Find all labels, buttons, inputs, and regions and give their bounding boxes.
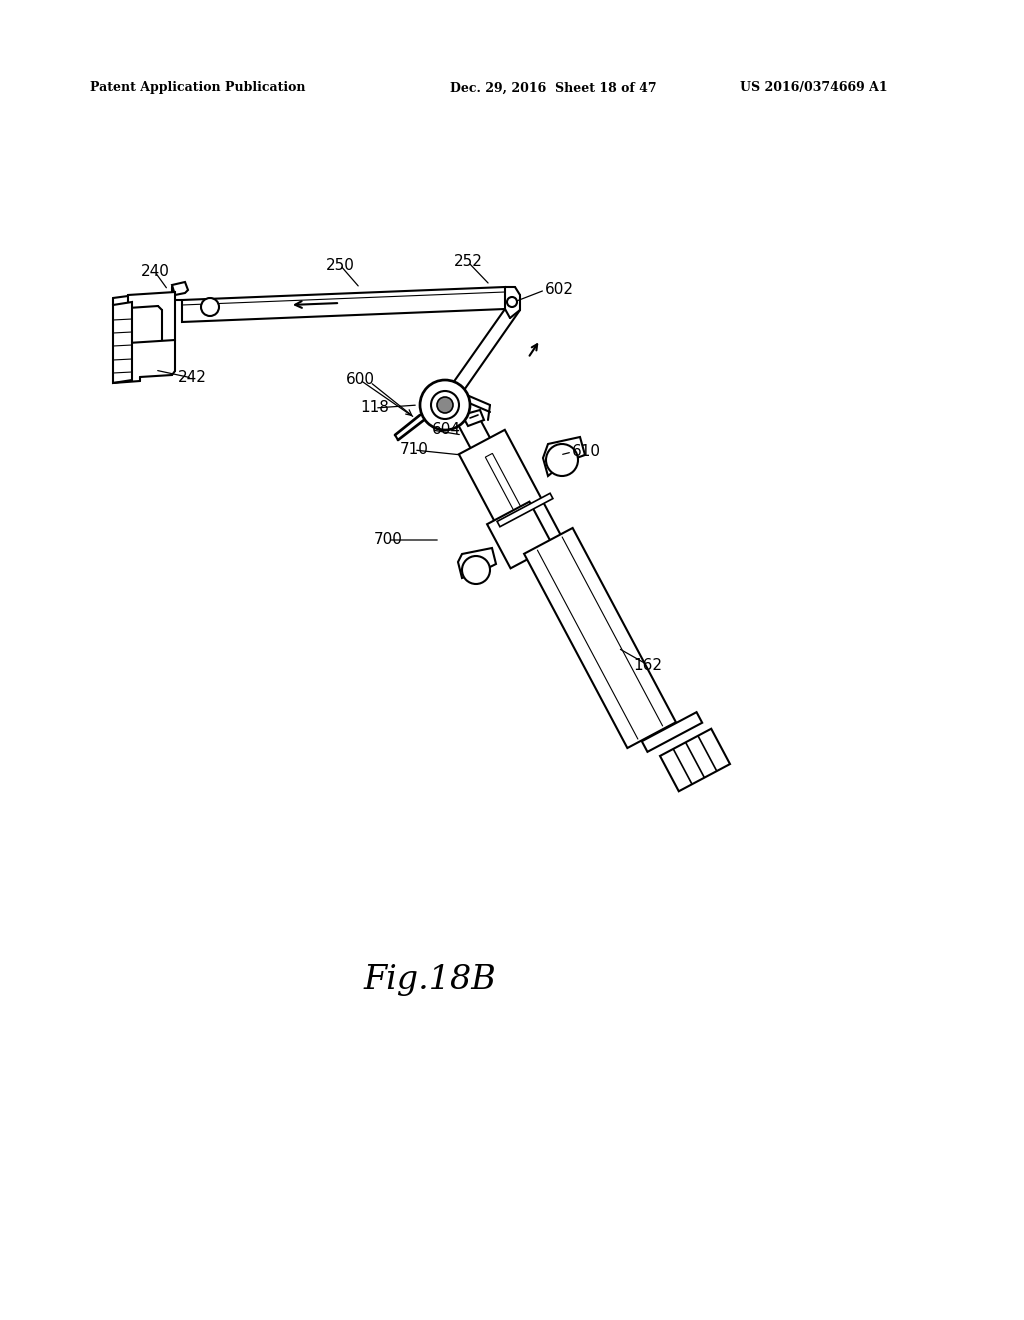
Polygon shape	[182, 286, 505, 322]
Text: 118: 118	[360, 400, 389, 416]
Polygon shape	[462, 411, 484, 426]
Polygon shape	[457, 412, 495, 458]
Polygon shape	[485, 453, 535, 537]
Polygon shape	[642, 713, 702, 752]
Text: Dec. 29, 2016  Sheet 18 of 47: Dec. 29, 2016 Sheet 18 of 47	[450, 82, 656, 95]
Circle shape	[546, 444, 578, 477]
Polygon shape	[660, 729, 730, 791]
Text: Fig.18B: Fig.18B	[364, 964, 497, 997]
Circle shape	[462, 556, 490, 583]
Text: US 2016/0374669 A1: US 2016/0374669 A1	[740, 82, 888, 95]
Polygon shape	[459, 430, 561, 560]
Text: 240: 240	[140, 264, 169, 280]
Polygon shape	[172, 282, 188, 294]
Circle shape	[431, 391, 459, 418]
Polygon shape	[113, 302, 132, 383]
Text: 600: 600	[345, 372, 375, 388]
Circle shape	[201, 298, 219, 315]
Circle shape	[420, 380, 470, 430]
Polygon shape	[458, 548, 496, 578]
Circle shape	[437, 397, 453, 413]
Polygon shape	[487, 502, 553, 569]
Text: 604: 604	[432, 422, 461, 437]
Text: 250: 250	[326, 257, 354, 272]
Text: 162: 162	[634, 657, 663, 672]
Polygon shape	[524, 528, 676, 748]
Polygon shape	[543, 437, 585, 477]
Text: 610: 610	[572, 445, 601, 459]
Text: 700: 700	[374, 532, 402, 548]
Polygon shape	[497, 494, 553, 527]
Polygon shape	[128, 292, 175, 343]
Text: 710: 710	[399, 442, 428, 458]
Text: 252: 252	[454, 255, 482, 269]
Text: 602: 602	[545, 282, 574, 297]
Circle shape	[507, 297, 517, 308]
Text: Patent Application Publication: Patent Application Publication	[90, 82, 305, 95]
Text: 242: 242	[177, 371, 207, 385]
